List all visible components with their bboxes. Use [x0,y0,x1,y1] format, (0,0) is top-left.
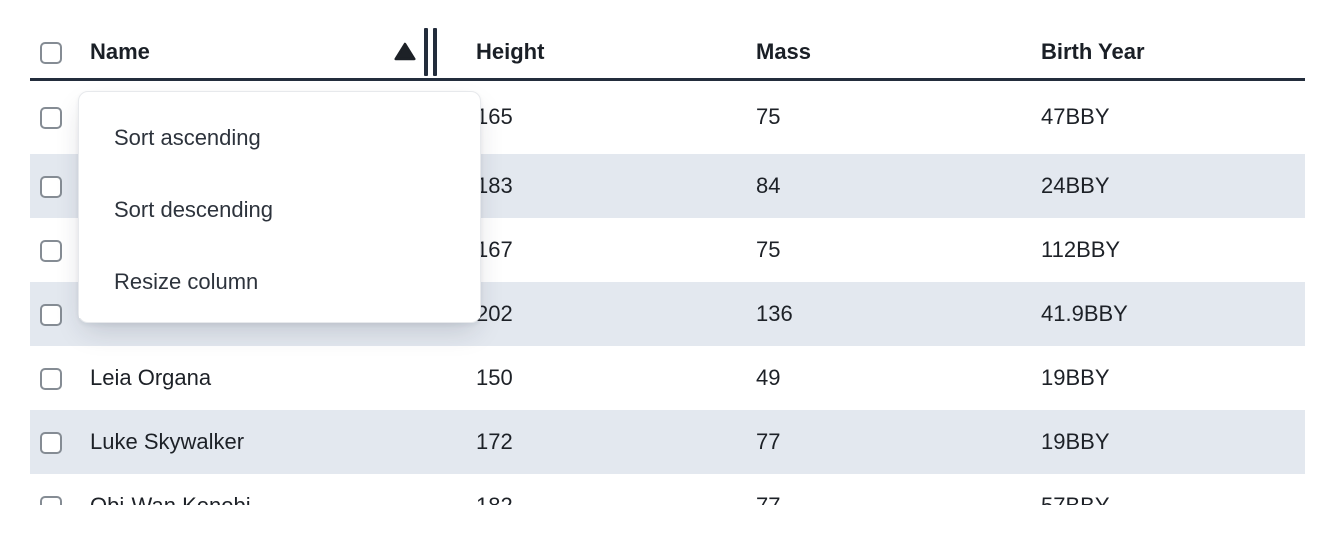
column-context-menu: Sort ascending Sort descending Resize co… [78,91,481,323]
birth-year-cell: 19BBY [1041,429,1110,454]
mass-cell: 49 [756,365,781,390]
mass-cell: 136 [756,301,793,326]
height-cell: 150 [476,365,513,390]
row-checkbox[interactable] [40,107,62,130]
birth-year-cell: 24BBY [1041,173,1110,198]
mass-cell: 77 [744,474,1029,505]
column-header-name[interactable]: Name [78,0,440,81]
mass-cell: 75 [756,104,781,130]
table-row[interactable]: Leia Organa 150 49 19BBY [30,346,1305,410]
height-cell: 165 [476,104,513,130]
data-table: Name Height Mass Birth Year [30,0,1305,505]
row-checkbox[interactable] [40,304,62,327]
select-cell [30,79,78,154]
height-cell: 182 [440,474,744,505]
birth-year-cell: 41.9BBY [1041,301,1128,326]
name-cell: Luke Skywalker [90,429,245,454]
column-header-mass[interactable]: Mass [744,0,1029,81]
menu-item-sort-descending[interactable]: Sort descending [79,174,480,246]
column-header-name-label: Name [90,38,150,64]
column-header-birth-year[interactable]: Birth Year [1029,0,1305,81]
birth-year-cell: 47BBY [1041,104,1110,130]
height-cell: 202 [476,301,513,326]
menu-item-sort-ascending[interactable]: Sort ascending [79,102,480,174]
height-cell: 167 [476,237,513,262]
column-header-select [30,0,78,81]
menu-item-resize-column[interactable]: Resize column [79,246,480,318]
birth-year-cell: 57BBY [1029,474,1305,505]
select-cell [30,154,78,218]
resize-bar-icon [433,27,437,76]
birth-year-cell: 19BBY [1041,365,1110,390]
column-resize-handle[interactable] [424,27,437,76]
select-cell [30,346,78,410]
row-checkbox[interactable] [40,176,62,199]
name-cell: Obi-Wan Kenobi [78,474,440,505]
sort-ascending-icon [394,43,416,61]
birth-year-cell: 112BBY [1041,237,1121,262]
row-checkbox[interactable] [40,368,62,391]
height-cell: 172 [476,429,513,454]
height-cell: 183 [476,173,513,198]
select-cell [30,410,78,474]
select-cell [30,218,78,282]
table-row[interactable]: Luke Skywalker 172 77 19BBY [30,410,1305,474]
mass-cell: 77 [756,429,781,454]
mass-cell: 84 [756,173,781,198]
column-header-height[interactable]: Height [440,0,744,81]
row-checkbox[interactable] [40,240,62,263]
row-checkbox[interactable] [40,432,62,455]
resize-bar-icon [424,27,428,76]
select-cell [30,282,78,346]
name-cell: Leia Organa [90,365,212,390]
select-all-checkbox[interactable] [40,41,62,64]
table-header-row: Name Height Mass Birth Year [30,0,1305,81]
row-checkbox[interactable] [40,496,62,505]
table-row[interactable]: Obi-Wan Kenobi 182 77 57BBY [30,474,1305,505]
table-scroll-area: Name Height Mass Birth Year [30,0,1305,505]
mass-cell: 75 [756,237,781,262]
select-cell [30,474,78,505]
